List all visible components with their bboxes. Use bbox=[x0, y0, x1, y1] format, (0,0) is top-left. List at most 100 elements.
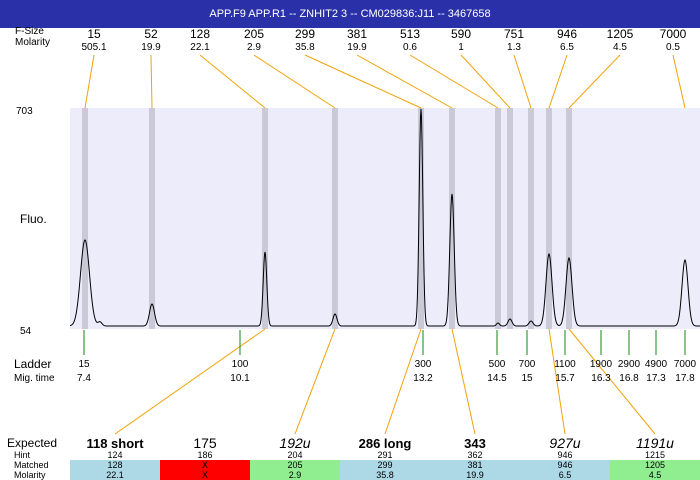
migtime-label: Mig. time bbox=[14, 373, 55, 384]
match-cell bbox=[160, 460, 250, 480]
expected-peak-label: 118 short bbox=[86, 436, 144, 451]
ladder-time-label: 13.2 bbox=[413, 373, 433, 384]
peak-connector bbox=[304, 54, 422, 109]
ladder-time-label: 16.3 bbox=[591, 373, 611, 384]
peak-marker-band bbox=[566, 108, 572, 329]
expected-hint-value: 946 bbox=[557, 450, 572, 460]
peak-fsize-label: 590 bbox=[451, 27, 471, 41]
expected-molarity-value: 2.9 bbox=[289, 470, 302, 480]
expected-connector bbox=[548, 328, 566, 435]
peak-molarity-label: 505.1 bbox=[81, 42, 106, 53]
ladder-size-label: 2900 bbox=[618, 359, 641, 370]
peak-fsize-label: 946 bbox=[557, 27, 577, 41]
match-cell bbox=[250, 460, 340, 480]
molarity-label: Molarity bbox=[15, 37, 50, 48]
match-cell bbox=[610, 460, 700, 480]
expected-molarity-value: 22.1 bbox=[106, 470, 124, 480]
peak-connector bbox=[672, 54, 686, 109]
peak-connector bbox=[568, 54, 621, 109]
expected-connector bbox=[384, 328, 422, 435]
expected-peak-label: 343 bbox=[464, 436, 486, 451]
expected-label: Expected bbox=[7, 436, 57, 450]
window-title: APP.F9 APP.R1 -- ZNHIT2 3 -- CM029836:J1… bbox=[0, 0, 700, 28]
expected-hint-value: 291 bbox=[377, 450, 392, 460]
peak-connector bbox=[199, 54, 266, 109]
peak-marker-band bbox=[546, 108, 552, 329]
peak-marker-band bbox=[418, 108, 424, 329]
expected-hint-value: 1215 bbox=[645, 450, 665, 460]
peak-molarity-label: 0.6 bbox=[403, 42, 417, 53]
peak-fsize-label: 381 bbox=[347, 27, 367, 41]
match-cell bbox=[70, 460, 160, 480]
expected-molarity-value: X bbox=[202, 470, 208, 480]
peak-fsize-label: 128 bbox=[190, 27, 210, 41]
expected-matched-value: 128 bbox=[107, 460, 122, 470]
peak-marker-band bbox=[528, 108, 534, 329]
peak-molarity-label: 6.5 bbox=[560, 42, 574, 53]
expected-matched-value: 299 bbox=[377, 460, 392, 470]
ladder-size-label: 100 bbox=[232, 359, 249, 370]
expected-matched-value: 205 bbox=[287, 460, 302, 470]
peak-molarity-label: 1.3 bbox=[507, 42, 521, 53]
plot-area bbox=[70, 108, 700, 329]
peak-marker-band bbox=[449, 108, 455, 329]
peak-connector bbox=[150, 54, 153, 109]
ladder-size-label: 500 bbox=[489, 359, 506, 370]
peak-molarity-label: 19.9 bbox=[141, 42, 161, 53]
expected-molarity-value: 6.5 bbox=[559, 470, 572, 480]
expected-matched-value: 381 bbox=[467, 460, 482, 470]
peak-connector bbox=[513, 54, 532, 109]
peak-fsize-label: 7000 bbox=[660, 27, 687, 41]
expected-connector bbox=[294, 328, 336, 435]
match-cell bbox=[520, 460, 610, 480]
ladder-time-label: 17.8 bbox=[675, 373, 695, 384]
peak-fsize-label: 205 bbox=[244, 27, 264, 41]
fsize-label: F-Size bbox=[15, 26, 44, 37]
peak-connector bbox=[409, 54, 499, 109]
peak-molarity-label: 2.9 bbox=[247, 42, 261, 53]
expected-peak-label: 927u bbox=[549, 435, 580, 451]
expected-hint-value: 186 bbox=[197, 450, 212, 460]
ladder-time-label: 7.4 bbox=[77, 373, 91, 384]
expected-hint-value: 204 bbox=[287, 450, 302, 460]
peak-connector bbox=[548, 54, 568, 109]
ladder-size-label: 1100 bbox=[554, 359, 576, 370]
peak-fsize-label: 1205 bbox=[607, 27, 634, 41]
ladder-time-label: 10.1 bbox=[230, 373, 250, 384]
expected-connector bbox=[568, 328, 656, 435]
peak-connector bbox=[460, 54, 511, 109]
peak-fsize-label: 15 bbox=[87, 27, 101, 41]
expected-peak-label: 1191u bbox=[636, 435, 674, 451]
peak-marker-band bbox=[262, 108, 268, 329]
peak-marker-band bbox=[495, 108, 501, 329]
peak-molarity-label: 1 bbox=[458, 42, 464, 53]
peak-molarity-label: 4.5 bbox=[613, 42, 627, 53]
expected-hint-value: 362 bbox=[467, 450, 482, 460]
expected-matched-value: 1205 bbox=[645, 460, 665, 470]
ladder-size-label: 700 bbox=[519, 359, 536, 370]
peak-molarity-label: 22.1 bbox=[190, 42, 210, 53]
matched-label: Matched bbox=[14, 460, 49, 470]
ladder-label: Ladder bbox=[14, 357, 51, 371]
hint-label: Hint bbox=[14, 450, 31, 460]
y-min-label: 54 bbox=[20, 326, 32, 337]
peak-marker-band bbox=[149, 108, 155, 329]
ladder-size-label: 15 bbox=[78, 359, 90, 370]
expected-peak-label: 175 bbox=[193, 435, 217, 451]
ladder-size-label: 4900 bbox=[645, 359, 668, 370]
y-max-label: 703 bbox=[16, 106, 33, 117]
peak-marker-band bbox=[507, 108, 513, 329]
peak-connector bbox=[356, 54, 453, 109]
peak-molarity-label: 19.9 bbox=[347, 42, 367, 53]
expected-peak-label: 286 long bbox=[359, 436, 412, 451]
ladder-time-label: 16.8 bbox=[619, 373, 639, 384]
expected-molarity-value: 19.9 bbox=[466, 470, 484, 480]
peak-fsize-label: 52 bbox=[144, 27, 158, 41]
ladder-time-label: 14.5 bbox=[487, 373, 507, 384]
peak-fsize-label: 751 bbox=[504, 27, 524, 41]
peak-fsize-label: 299 bbox=[295, 27, 315, 41]
peak-connector bbox=[253, 54, 336, 109]
expected-matched-value: X bbox=[202, 460, 208, 470]
match-cell bbox=[430, 460, 520, 480]
